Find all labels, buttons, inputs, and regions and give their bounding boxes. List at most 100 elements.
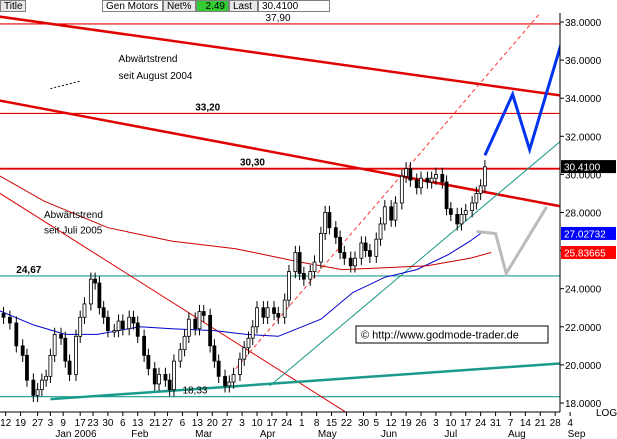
price-bar: [93, 278, 98, 284]
price-bar: [101, 307, 106, 318]
price-bar: [318, 233, 323, 263]
x-tick-label: 24: [475, 418, 487, 429]
price-bar: [178, 349, 183, 362]
x-tick-label: 20: [207, 418, 219, 429]
price-bar: [327, 212, 332, 229]
annotation-text: seit Juli 2005: [44, 225, 103, 236]
price-bar: [276, 313, 281, 318]
month-label: Aug: [508, 429, 526, 439]
log-label: LOG: [596, 408, 617, 419]
price-bar: [419, 177, 423, 189]
x-tick-label: 14: [520, 418, 532, 429]
price-bar: [272, 307, 276, 314]
price-bar: [242, 347, 247, 360]
x-tick-label: 31: [490, 418, 502, 429]
hline-label: 37,90: [266, 13, 291, 24]
moving-average-2: [0, 175, 492, 271]
x-tick-label: 6: [120, 418, 126, 429]
month-label: Jan 2006: [55, 429, 97, 439]
annotation-pointer: [50, 80, 81, 90]
price-bar: [74, 335, 78, 375]
price-bar: [131, 316, 136, 324]
month-label: Mar: [195, 429, 213, 439]
x-tick-label: 17: [266, 418, 278, 429]
x-tick-label: 10: [251, 418, 263, 429]
price-bar: [197, 311, 202, 330]
price-bar: [193, 318, 198, 330]
price-bar: [378, 223, 383, 240]
x-tick-label: 12: [0, 418, 12, 429]
x-tick-label: 27: [32, 418, 44, 429]
price-bar: [186, 318, 191, 337]
moving-average-1: [0, 233, 481, 337]
x-tick-label: 15: [326, 418, 338, 429]
watermark-text: © http://www.godmode-trader.de: [361, 330, 519, 342]
price-bar: [359, 242, 364, 259]
price-bar: [382, 206, 387, 225]
price-bar: [182, 335, 187, 351]
price-bar: [333, 227, 338, 238]
hline-label: 24,67: [16, 265, 41, 276]
price-bar: [157, 374, 161, 385]
price-bar: [293, 252, 298, 272]
title-label: Title: [0, 0, 26, 12]
price-bar: [163, 374, 168, 381]
price-bar: [135, 322, 140, 337]
trendline-resistance: [0, 15, 560, 97]
metric-label: Net%: [163, 0, 196, 12]
price-badge-label: 30.4100: [564, 163, 601, 174]
price-bar: [389, 206, 394, 221]
month-label: Jul: [444, 429, 457, 439]
annotation-text: seit August 2004: [119, 71, 193, 82]
watermark-box: [355, 325, 549, 344]
price-bar: [227, 381, 232, 387]
price-bar: [363, 242, 368, 251]
price-bar: [265, 307, 270, 318]
x-tick-label: 8: [314, 418, 320, 429]
x-tick-label: 1: [299, 418, 305, 429]
x-tick-label: 21: [535, 418, 547, 429]
price-bar: [434, 173, 438, 179]
price-bar: [404, 168, 409, 177]
y-tick-label: 38.0000: [565, 18, 602, 29]
price-bar: [483, 166, 487, 187]
price-bar: [393, 202, 398, 221]
price-bar: [39, 379, 44, 391]
x-tick-label: 7: [508, 418, 514, 429]
x-tick-label: 12: [386, 418, 398, 429]
price-bar: [82, 303, 87, 318]
price-bar: [212, 345, 217, 362]
y-tick-label: 30.0000: [565, 170, 602, 181]
x-tick-label: 27: [222, 418, 234, 429]
price-chart: 37,90 33,20 30,30 24,67 18,33 Abwärtstrend sei…: [0, 13, 617, 439]
price-bar: [399, 175, 404, 204]
x-tick-label: 9: [60, 418, 66, 429]
x-tick-label: 6: [180, 418, 186, 429]
last-value: 30.4100: [258, 0, 330, 12]
price-bar: [44, 375, 49, 381]
price-bar: [59, 334, 63, 339]
hline-label: 30,30: [240, 158, 265, 169]
price-bar: [348, 257, 353, 267]
price-bar: [14, 322, 19, 347]
price-bar: [97, 282, 102, 309]
price-bar: [238, 358, 242, 375]
price-bar: [208, 314, 213, 347]
trendline-support: [269, 141, 560, 387]
y-tick-label: 22.0000: [565, 323, 602, 334]
price-bar: [459, 214, 464, 225]
price-bar: [261, 307, 266, 318]
price-bar: [308, 271, 313, 280]
trendline-support_dashed: [235, 13, 541, 370]
price-bar: [255, 307, 259, 328]
price-bar: [201, 311, 206, 316]
x-tick-label: 23: [87, 418, 99, 429]
price-bar: [455, 214, 460, 225]
price-bar: [216, 360, 221, 377]
x-tick-label: 4: [567, 418, 573, 429]
price-bar: [223, 375, 227, 387]
price-bar: [67, 360, 72, 375]
instrument-name: Gen Motors: [102, 0, 163, 12]
price-bar: [1, 313, 6, 318]
price-bar: [120, 320, 125, 330]
